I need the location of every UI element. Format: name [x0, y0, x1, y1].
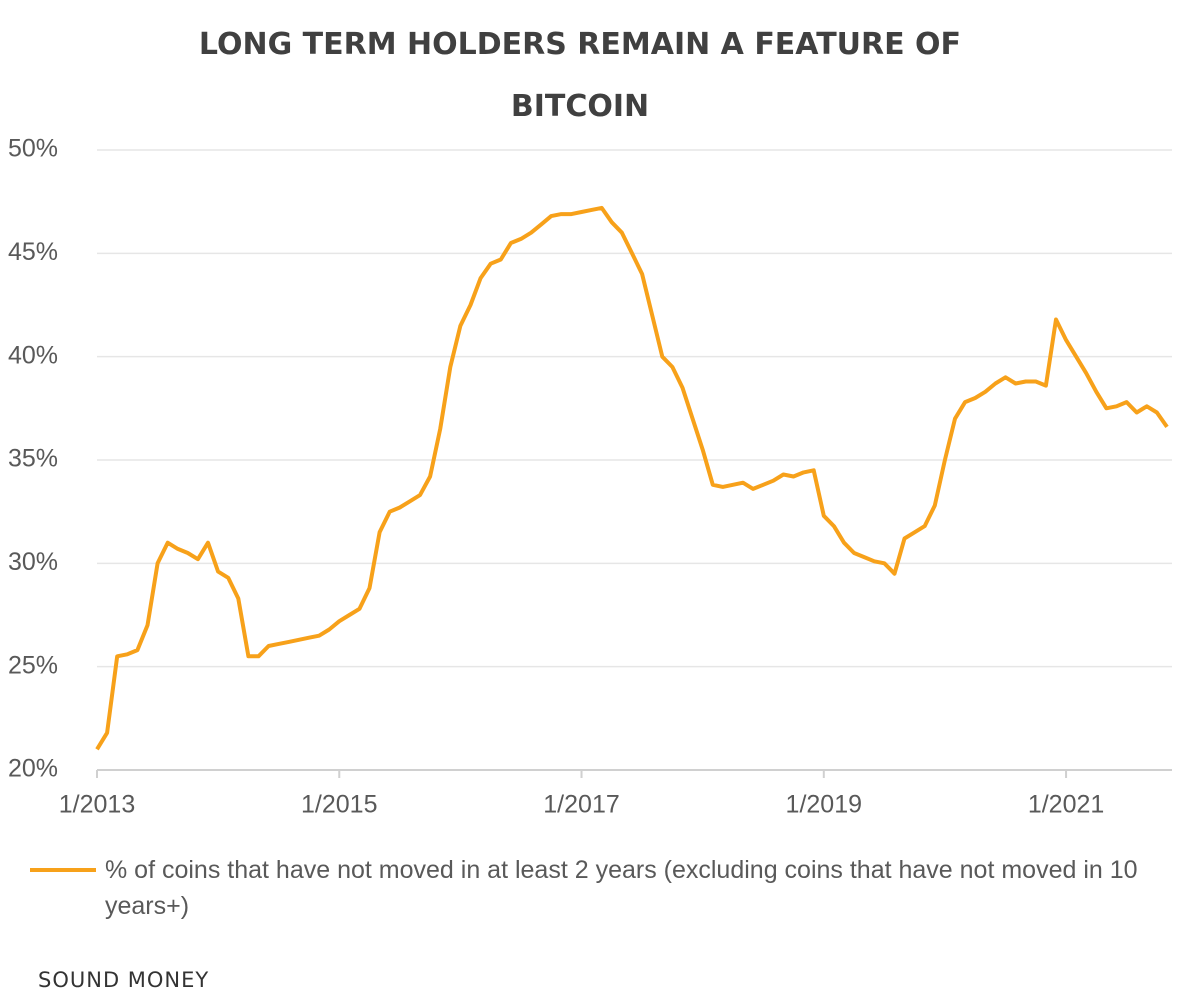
legend-label: % of coins that have not moved in at lea…	[105, 856, 1138, 920]
y-tick-label: 20%	[8, 755, 58, 783]
chart-title: LONG TERM HOLDERS REMAIN A FEATURE OF BI…	[198, 27, 962, 124]
y-tick-label: 50%	[8, 135, 58, 163]
y-tick-label: 40%	[8, 341, 58, 369]
x-tick-label: 1/2017	[543, 791, 619, 819]
source: SOUND MONEY	[38, 968, 210, 992]
series-line	[95, 205, 1169, 751]
y-tick-label: 30%	[8, 548, 58, 576]
x-tick-label: 1/2013	[59, 791, 135, 819]
x-tick-label: 1/2015	[301, 791, 377, 819]
x-tick-label: 1/2019	[786, 791, 862, 819]
y-tick-label: 45%	[8, 238, 58, 266]
y-tick-label: 25%	[8, 651, 58, 679]
x-tick-label: 1/2021	[1028, 791, 1104, 819]
y-tick-label: 35%	[8, 445, 58, 473]
